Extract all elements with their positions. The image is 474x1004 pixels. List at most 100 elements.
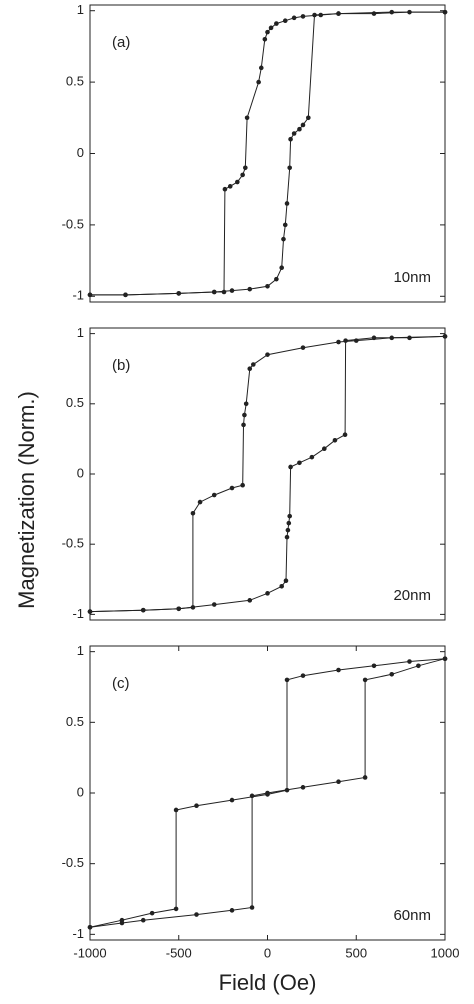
data-point xyxy=(297,460,302,466)
data-point xyxy=(362,775,368,780)
data-point xyxy=(389,9,395,15)
data-point xyxy=(371,335,377,341)
data-point xyxy=(336,779,341,784)
data-point xyxy=(274,21,279,26)
data-point xyxy=(268,25,274,31)
data-point xyxy=(342,432,348,437)
data-point xyxy=(291,131,297,136)
data-point xyxy=(297,126,302,132)
data-point xyxy=(288,136,293,142)
data-point xyxy=(262,36,268,42)
panel-label: (c) xyxy=(112,675,130,692)
data-point xyxy=(265,790,270,796)
data-point xyxy=(249,905,255,910)
data-point xyxy=(287,513,292,519)
data-point xyxy=(211,289,217,295)
data-point xyxy=(251,362,256,367)
data-point xyxy=(211,492,217,498)
data-point xyxy=(197,499,203,505)
data-point xyxy=(281,236,286,242)
data-point xyxy=(194,912,199,917)
data-point xyxy=(229,797,235,803)
data-point xyxy=(274,276,279,282)
data-point xyxy=(194,803,199,809)
data-point xyxy=(265,352,270,357)
loop-line xyxy=(90,11,445,296)
y-tick-label: -1 xyxy=(72,288,84,303)
y-tick-label: -1 xyxy=(72,926,84,941)
data-point xyxy=(442,656,448,662)
data-point xyxy=(140,607,146,613)
data-point xyxy=(258,65,264,71)
data-point xyxy=(371,11,377,16)
data-point xyxy=(282,18,288,24)
plot-frame xyxy=(89,327,446,621)
y-tick-label: -1 xyxy=(72,606,84,621)
data-point xyxy=(336,667,341,673)
data-point xyxy=(140,917,146,923)
data-point xyxy=(265,283,270,289)
y-tick-label: 0.5 xyxy=(66,74,84,89)
data-point xyxy=(284,534,290,540)
data-point xyxy=(173,906,179,912)
annotation: 10nm xyxy=(393,269,431,286)
loop-line xyxy=(89,335,446,613)
data-point xyxy=(300,14,306,19)
x-tick-label: -500 xyxy=(166,945,192,960)
data-point xyxy=(442,9,448,15)
y-tick-label: 0 xyxy=(77,145,84,160)
data-point xyxy=(229,288,235,293)
data-point xyxy=(332,438,338,443)
data-point xyxy=(265,29,270,35)
data-point xyxy=(336,11,341,16)
data-point xyxy=(279,265,285,271)
data-point xyxy=(371,663,377,669)
data-point xyxy=(407,659,412,664)
data-point xyxy=(288,464,293,470)
y-tick-label: -0.5 xyxy=(62,216,84,231)
data-point xyxy=(279,584,285,589)
data-point xyxy=(256,79,261,85)
data-point xyxy=(241,422,246,428)
panel-label: (a) xyxy=(112,34,130,51)
plot-frame xyxy=(89,4,446,303)
data-point xyxy=(300,122,306,128)
data-point xyxy=(282,222,288,228)
data-point xyxy=(247,366,253,372)
data-point xyxy=(240,172,245,178)
x-tick-label: 0 xyxy=(264,945,271,960)
x-tick-label: 500 xyxy=(345,945,367,960)
data-point xyxy=(229,908,235,913)
data-point xyxy=(87,609,93,614)
loop-line xyxy=(90,11,445,296)
data-point xyxy=(416,663,421,669)
data-point xyxy=(87,924,93,930)
data-point xyxy=(176,291,182,296)
data-point xyxy=(87,292,93,298)
data-point xyxy=(227,184,233,189)
panel-label: (b) xyxy=(112,357,130,374)
data-point xyxy=(240,482,245,488)
loop-line xyxy=(89,335,446,613)
data-point xyxy=(312,12,317,18)
data-point xyxy=(284,201,290,206)
data-point xyxy=(229,485,235,491)
data-point xyxy=(265,591,270,596)
data-point xyxy=(284,677,290,683)
data-point xyxy=(123,292,128,298)
data-point xyxy=(309,454,315,460)
data-point xyxy=(247,286,253,292)
data-point xyxy=(306,115,311,121)
annotation: 20nm xyxy=(393,587,431,604)
data-point xyxy=(286,520,292,526)
data-point xyxy=(222,186,228,192)
y-tick-label: 1 xyxy=(77,325,84,340)
x-axis-title: Field (Oe) xyxy=(219,970,317,995)
data-point xyxy=(173,807,179,813)
data-point xyxy=(243,165,248,171)
y-tick-label: 0.5 xyxy=(66,395,84,410)
y-tick-label: 0 xyxy=(77,465,84,480)
y-tick-label: 0.5 xyxy=(66,714,84,729)
data-point xyxy=(221,289,227,295)
data-point xyxy=(249,793,255,799)
